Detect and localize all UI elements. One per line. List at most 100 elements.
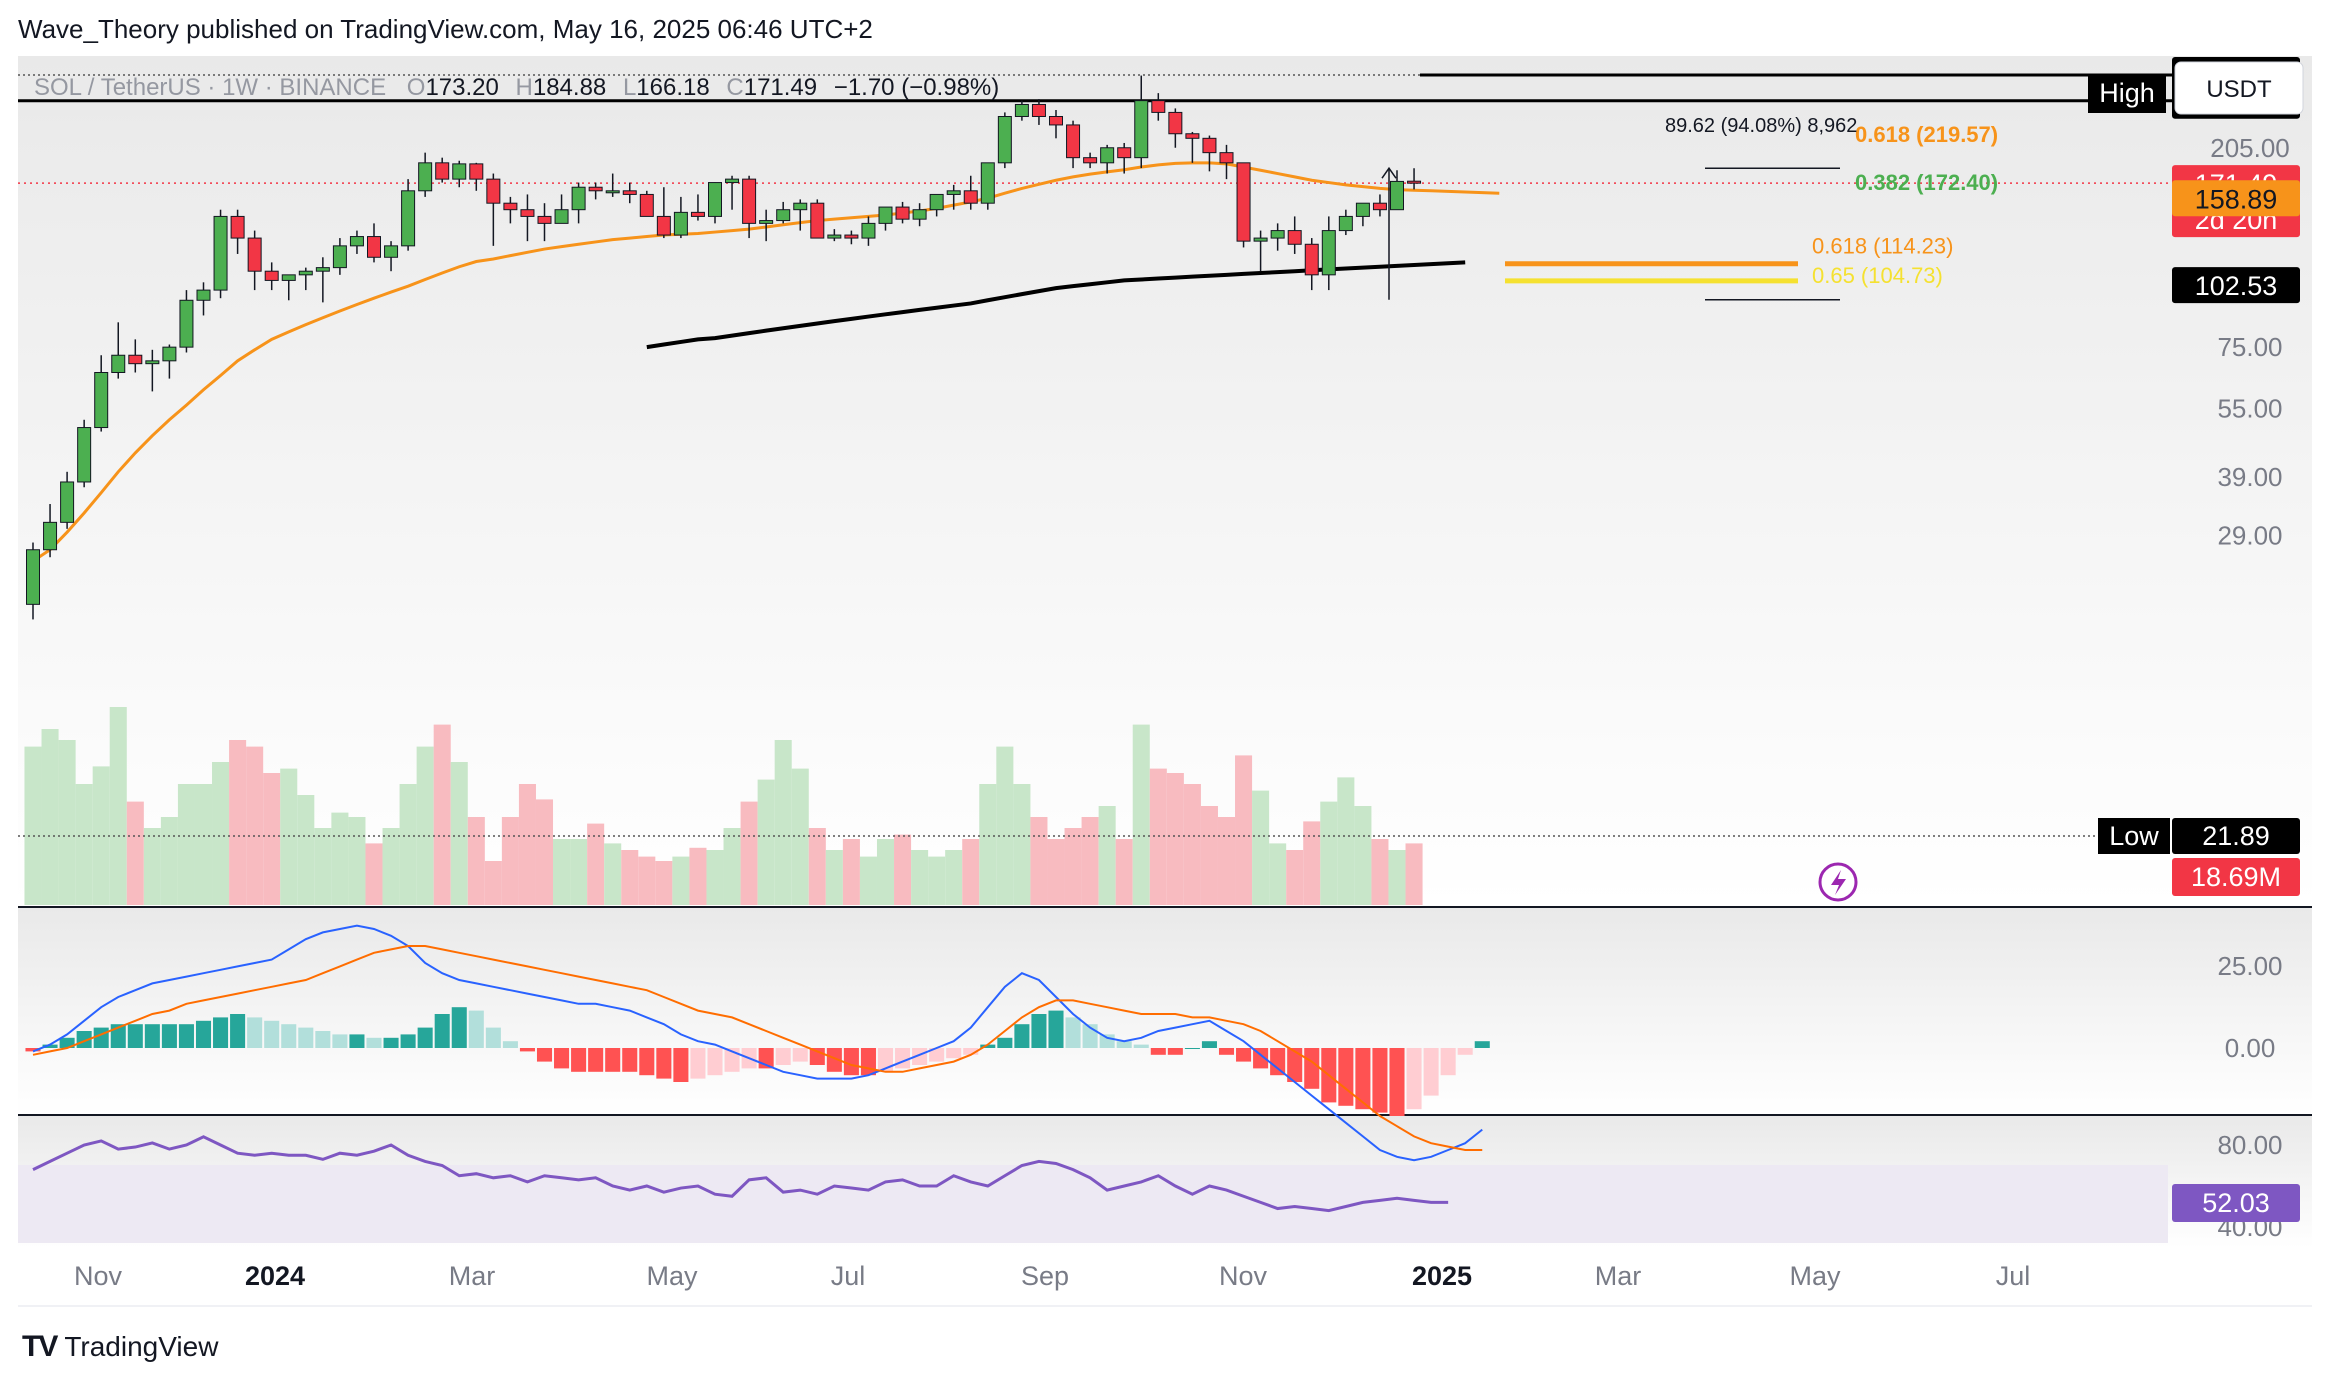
candle [111,322,126,379]
macd-hist-bar [843,1048,859,1076]
candle [1134,75,1149,169]
time-tick-label: Nov [1219,1261,1268,1291]
volume-bar [894,834,912,905]
macd-hist-bar [1423,1048,1439,1096]
candle [1066,120,1081,169]
candle [77,419,92,488]
time-tick-label: Mar [449,1261,496,1291]
macd-hist-bar [1406,1048,1422,1110]
candle-body [128,354,143,365]
candle [281,274,296,301]
candle [588,182,603,200]
candlesticks [26,75,1422,620]
candle-body [1100,147,1115,164]
macd-hist-bar [468,1010,484,1048]
volume-bar [41,729,59,905]
volume-bar [740,801,758,905]
macd-hist-bar [1338,1048,1354,1106]
macd-hist-bar [656,1048,672,1079]
candle [673,196,688,239]
candle [895,201,910,224]
volume-bar [1217,817,1236,905]
volume-bar [1388,850,1406,905]
macd-hist-bar [1287,1048,1303,1082]
candle [827,229,842,242]
candle-body [1236,162,1251,242]
volume-bar [177,784,195,905]
candle [179,290,194,353]
candle-body [486,178,501,204]
candle-body [298,270,313,276]
volume-bar [416,746,434,905]
macd-hist-bar [1184,1048,1200,1049]
volume-bar [399,784,417,905]
currency-button[interactable]: USDT [2174,61,2304,115]
main-pane [18,56,2312,906]
volume-bar [433,724,451,905]
macd-hist-bar [707,1048,723,1076]
volume-bar [1405,843,1423,905]
macd-hist-bar [502,1041,518,1048]
volume-bar [263,773,281,905]
candle [1100,144,1115,174]
candle [26,542,40,620]
volume-bar [1064,828,1082,905]
candle [725,175,740,210]
tradingview-logo[interactable]: TV TradingView [22,1330,218,1364]
candle-body [656,215,671,236]
macd-hist-bar [25,1048,41,1052]
candle [810,199,825,239]
macd-hist-bar [1389,1048,1405,1116]
macd-hist-bar [519,1048,535,1052]
time-tick-label: May [1789,1261,1841,1291]
candle [213,209,228,299]
candle-body [1117,147,1132,159]
tradingview-logo-icon: TV [22,1330,58,1363]
macd-hist-bar [1457,1048,1473,1055]
volume-bar [1166,773,1184,905]
lightning-icon[interactable] [1818,862,1858,902]
volume-bar [143,828,161,905]
candle-body [60,481,75,523]
candle [622,182,637,204]
candle-body [315,267,330,272]
candle [554,194,569,224]
macd-hist-bar [42,1044,58,1048]
candle-body [605,190,620,194]
high-marker: High [2088,75,2166,113]
candle-body [725,178,740,184]
fib-levels: 0.618 (114.23) 0.65 (104.73) 0.618 (219.57… [1505,122,1998,288]
candle [1049,109,1063,139]
measure-arrowhead [1381,166,1397,179]
macd-hist-bar [127,1024,143,1048]
macd-hist-bar [1133,1044,1149,1048]
candle [469,162,484,191]
macd-hist-bar [1270,1048,1286,1076]
candle-body [1066,124,1081,159]
volume-bar [928,856,946,905]
volume-bar [979,784,997,905]
candle-body [861,222,876,239]
candle [571,182,586,224]
candle-body [742,178,757,224]
volume-bar [58,740,76,905]
volume-bar [126,801,144,905]
currency-label: USDT [2206,76,2272,103]
volume-bar [535,799,554,905]
volume-bar [1030,817,1048,905]
macd-hist-bar [485,1027,501,1048]
candle [946,184,961,210]
candle-body [980,162,995,204]
candle-body [196,289,211,301]
candle-body [264,270,279,281]
candle-body [401,190,416,247]
candle [43,504,58,558]
candle [1219,144,1234,180]
macd-hist-bar [1355,1048,1371,1110]
time-tick-label: 2024 [245,1261,305,1291]
candle-body [708,182,722,217]
macd-hist-bar [213,1017,229,1048]
candle-body [878,206,893,224]
candle-body [793,202,808,211]
